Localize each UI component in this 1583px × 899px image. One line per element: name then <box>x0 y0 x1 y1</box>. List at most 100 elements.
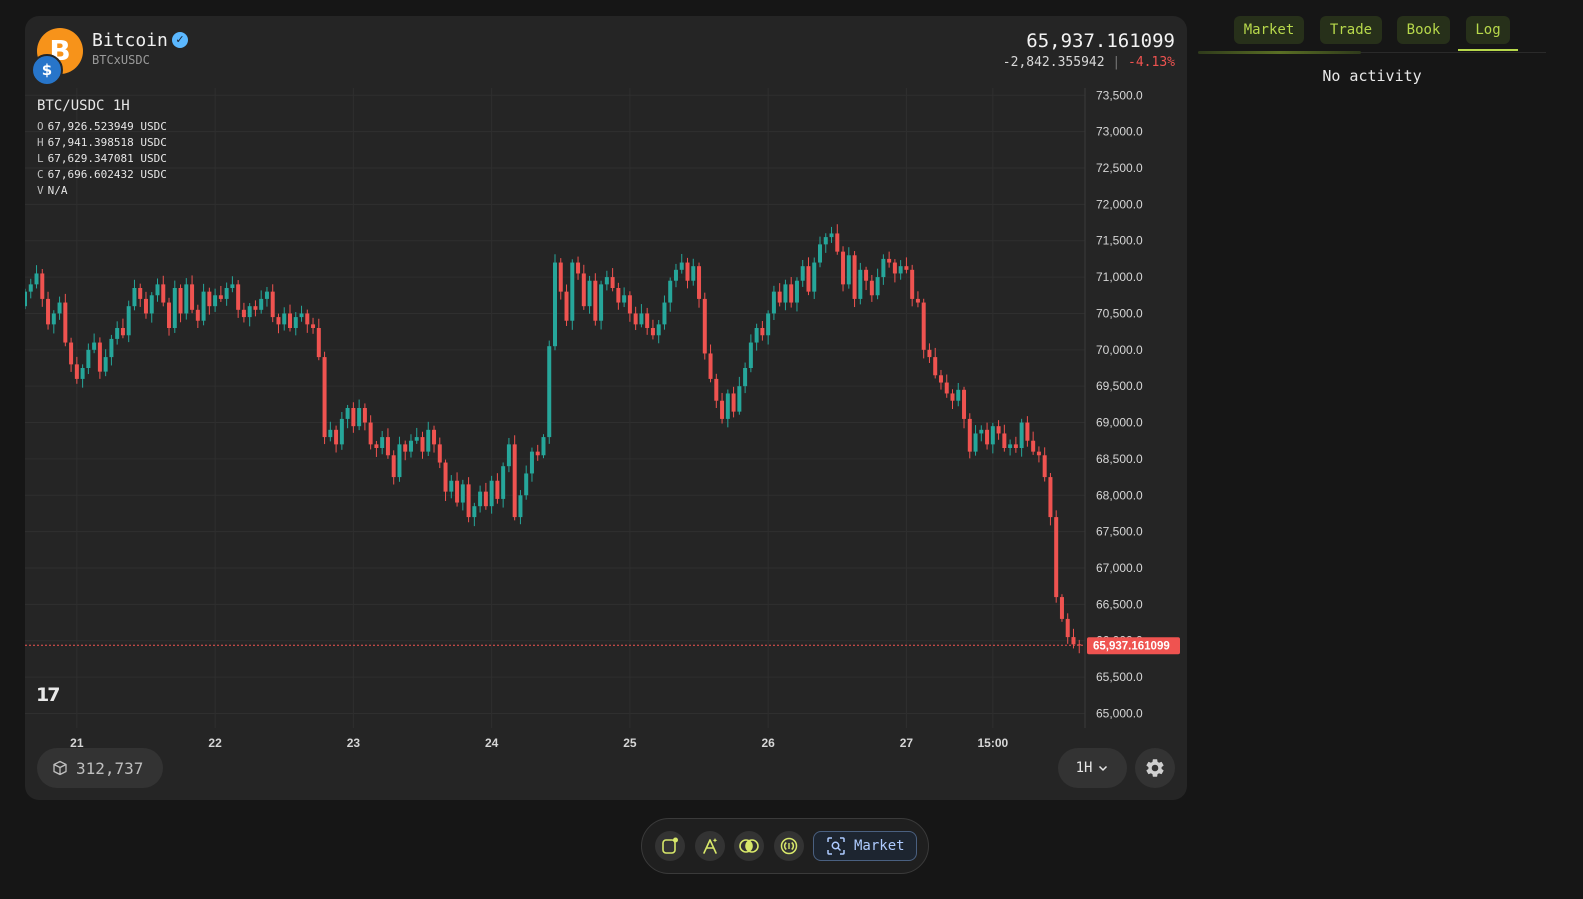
candle-body <box>109 338 114 358</box>
broadcast-button[interactable] <box>774 831 804 861</box>
price-change-percent: -4.13% <box>1128 55 1175 70</box>
add-panel-icon <box>662 837 678 854</box>
block-height-pill[interactable]: 312,737 <box>37 748 163 788</box>
candle-body <box>524 473 529 496</box>
tab-book[interactable]: Book <box>1397 16 1450 44</box>
tradingview-logo[interactable]: 17 <box>36 684 60 706</box>
y-tick-label: 69,000.0 <box>1096 416 1143 430</box>
candle-body <box>553 262 557 347</box>
candle-body <box>40 273 45 299</box>
candle-body <box>599 284 604 321</box>
candle <box>679 253 684 274</box>
market-scan-button[interactable]: Market <box>813 831 917 861</box>
candle-body <box>806 266 811 292</box>
tabs-divider <box>1198 52 1546 53</box>
candle <box>1042 447 1047 482</box>
candle-body <box>466 484 471 518</box>
timeframe-value: 1H <box>1075 760 1093 776</box>
candle-body <box>576 262 581 274</box>
candle <box>455 472 460 507</box>
bottom-toolbar: Market <box>641 818 929 874</box>
market-scan-label: Market <box>854 838 905 854</box>
candle <box>558 258 563 300</box>
candle-body <box>432 429 437 445</box>
candle <box>852 251 857 308</box>
new-widget-button[interactable] <box>655 831 685 861</box>
candle-body <box>1025 422 1030 441</box>
price-change: -2,842.355942 | -4.13% <box>1003 55 1175 70</box>
candle-body <box>800 266 805 281</box>
candle-body <box>593 280 598 321</box>
candle <box>299 305 304 322</box>
candle <box>1019 418 1024 457</box>
chart-settings-button[interactable] <box>1135 748 1175 788</box>
signals-button[interactable] <box>695 831 725 861</box>
candle-body <box>328 429 333 438</box>
candle <box>506 437 511 473</box>
y-tick-label: 65,000.0 <box>1096 706 1143 720</box>
candle <box>253 300 258 317</box>
candle-body <box>610 277 615 288</box>
candle-body <box>691 266 696 281</box>
timeframe-select[interactable]: 1H <box>1058 748 1127 788</box>
candle-body <box>1059 597 1064 619</box>
candle-body <box>92 342 97 350</box>
candle-body <box>115 328 120 339</box>
candle <box>1048 473 1053 526</box>
candle-body <box>673 269 678 281</box>
candle-body <box>149 295 154 314</box>
candle-body <box>293 317 298 328</box>
compass-sparkle-icon <box>703 838 718 854</box>
candle-body <box>224 288 229 299</box>
candle <box>927 343 932 363</box>
candle <box>835 224 840 255</box>
candle <box>979 425 984 442</box>
candle <box>74 356 79 384</box>
candle <box>1054 510 1059 603</box>
tab-trade[interactable]: Trade <box>1320 16 1382 44</box>
candle <box>339 412 344 450</box>
candle <box>190 275 195 314</box>
candle <box>115 321 120 345</box>
candle-body <box>28 284 33 292</box>
candle <box>691 258 696 286</box>
candle <box>466 477 471 523</box>
candle-body <box>74 364 79 379</box>
tab-log[interactable]: Log <box>1466 16 1510 44</box>
overlap-button[interactable] <box>734 831 764 861</box>
candle <box>938 369 943 390</box>
candle <box>397 436 402 482</box>
candle <box>259 290 264 314</box>
candle-body <box>1031 440 1036 452</box>
candle-body <box>449 480 454 492</box>
legend-title: BTC/USDC 1H <box>37 98 130 114</box>
candle <box>40 269 45 307</box>
candle <box>708 344 713 383</box>
candle <box>673 263 678 288</box>
candle <box>351 402 356 433</box>
candle-body <box>812 262 817 292</box>
candlestick-chart[interactable]: 73,500.0 73,000.0 72,500.0 72,000.0 71,500.0… <box>25 88 1187 748</box>
candle-body <box>518 495 523 518</box>
candle <box>69 337 74 372</box>
candle-body <box>437 444 442 463</box>
candle <box>103 349 108 377</box>
candle <box>570 259 575 330</box>
legend-row-low: L 67,629.347081 USDC <box>37 152 167 165</box>
candle <box>345 404 350 429</box>
candle-body <box>155 284 160 296</box>
ohlc-legend: BTC/USDC 1H O 67,926.523949 USDC H 67,941.… <box>37 98 167 199</box>
candle <box>887 251 892 268</box>
gear-icon <box>1146 759 1164 777</box>
candle-body <box>996 426 1001 434</box>
candle-body <box>950 393 955 401</box>
candle-body <box>633 313 638 325</box>
candle <box>28 278 33 299</box>
side-tabs: Market Trade Book Log <box>1198 16 1546 54</box>
candle-body <box>581 273 586 307</box>
candle <box>501 462 506 508</box>
tab-market[interactable]: Market <box>1234 16 1304 44</box>
candle <box>944 374 949 398</box>
candle <box>512 435 517 521</box>
activity-empty-state: No activity <box>1322 67 1422 85</box>
